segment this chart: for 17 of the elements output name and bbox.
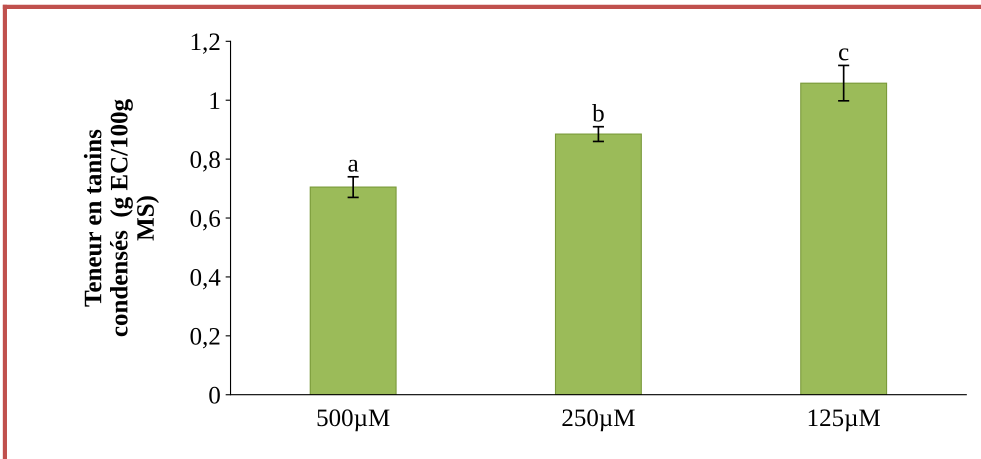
bar <box>554 134 642 395</box>
y-tick-label: 0,2 <box>190 328 220 348</box>
annotation: b <box>592 104 604 122</box>
x-tick-label: 125µM <box>808 409 880 432</box>
y-tick-label: 0,4 <box>190 268 220 290</box>
y-tick-label: 0,6 <box>190 210 220 231</box>
annotation: c <box>839 48 848 60</box>
bar <box>800 82 888 395</box>
y-tick-label: 1 <box>210 92 220 109</box>
y-axis-title: Teneur en tanins condensés (g EC/100g MS) <box>84 99 160 336</box>
y-tick-label: 1,2 <box>192 33 220 54</box>
bar <box>310 186 397 395</box>
y-tick-label: 0 <box>209 386 220 404</box>
x-tick-label: 500µM <box>318 409 390 432</box>
y-tick-label: 0,8 <box>190 151 220 172</box>
annotation: a <box>348 160 358 172</box>
x-tick-label: 250µM <box>562 409 635 432</box>
